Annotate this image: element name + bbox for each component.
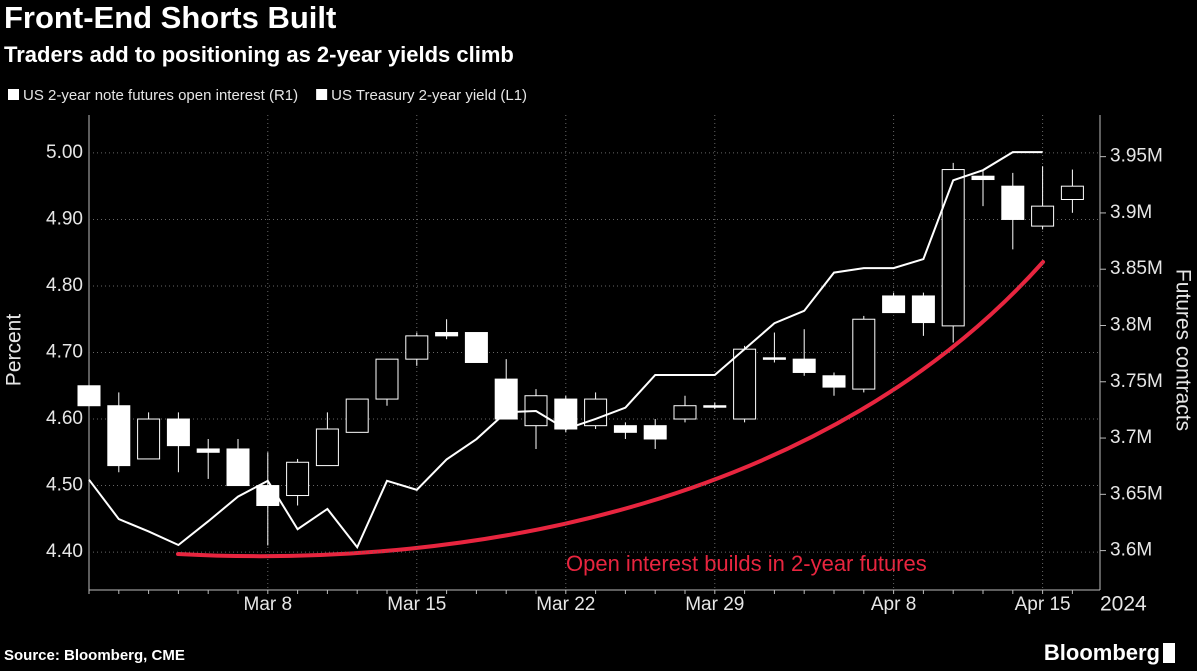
- y-tick-label: 4.70: [46, 342, 83, 363]
- candle-body: [643, 425, 667, 440]
- brand-icon: [1163, 643, 1175, 663]
- y2-tick-label: 3.75M: [1110, 371, 1163, 392]
- x-tick-label: Mar 8: [244, 594, 293, 615]
- candle-body: [613, 425, 637, 433]
- candle-body: [77, 385, 101, 407]
- legend-label: US Treasury 2-year yield (L1): [331, 87, 527, 104]
- x-tick-label: Apr 8: [871, 594, 916, 615]
- annotation: Open interest builds in 2-year futures: [566, 551, 927, 576]
- y-tick-label: 4.60: [46, 408, 83, 429]
- candle-body: [166, 418, 190, 447]
- y-tick-label: 4.80: [46, 275, 83, 296]
- y2-tick-label: 3.8M: [1110, 315, 1152, 336]
- x-tick-label: Mar 29: [685, 594, 744, 615]
- candle-body: [882, 295, 906, 314]
- candle-body: [345, 398, 369, 433]
- candle-body: [464, 332, 488, 363]
- chart-subtitle: Traders add to positioning as 2-year yie…: [4, 42, 514, 67]
- y2-tick-label: 3.6M: [1110, 540, 1152, 561]
- y2-tick-label: 3.95M: [1110, 146, 1163, 167]
- candle-body: [315, 428, 339, 467]
- candle-body: [494, 378, 518, 420]
- candle-body: [435, 332, 459, 337]
- y2-axis-label: Futures contracts: [1171, 269, 1194, 431]
- candle-body: [733, 348, 757, 420]
- y-tick-label: 5.00: [46, 142, 83, 163]
- x-tick-label: Apr 15: [1015, 594, 1071, 615]
- candle-body: [405, 335, 429, 360]
- candle-body: [107, 405, 131, 467]
- y-tick-label: 4.40: [46, 541, 83, 562]
- candle-body: [1001, 185, 1025, 220]
- candle-body: [911, 295, 935, 324]
- chart-title: Front-End Shorts Built: [4, 0, 336, 35]
- annotation-curve: [176, 260, 1045, 559]
- x-tick-label: Mar 22: [536, 594, 595, 615]
- y-axis-label: Percent: [3, 314, 26, 387]
- x-axis-label: 2024: [1100, 593, 1147, 616]
- y2-tick-label: 3.7M: [1110, 427, 1152, 448]
- candle-body: [762, 357, 786, 360]
- legend-swatch: [8, 89, 19, 100]
- candle-body: [196, 448, 220, 453]
- candle-body: [375, 358, 399, 400]
- candle-body: [941, 169, 965, 327]
- candle-body: [971, 175, 995, 181]
- legend-label: US 2-year note futures open interest (R1…: [23, 87, 298, 104]
- y-tick-label: 4.90: [46, 208, 83, 229]
- candle-body: [703, 405, 727, 408]
- candle-body: [792, 358, 816, 373]
- candle-body: [1031, 205, 1055, 227]
- y2-tick-label: 3.9M: [1110, 202, 1152, 223]
- legend-swatch: [316, 89, 328, 100]
- candle-body: [137, 418, 161, 460]
- candle-body: [852, 318, 876, 390]
- candle-body: [673, 405, 697, 420]
- source: Source: Bloomberg, CME: [4, 647, 185, 664]
- y-tick-label: 4.50: [46, 475, 83, 496]
- candle-body: [226, 448, 250, 487]
- candle-body: [584, 398, 608, 427]
- candle-body: [1060, 185, 1084, 200]
- x-tick-label: Mar 15: [387, 594, 446, 615]
- candle-body: [256, 485, 280, 507]
- line: [88, 151, 1043, 550]
- y2-tick-label: 3.65M: [1110, 483, 1163, 504]
- candle-body: [822, 375, 846, 388]
- brand: Bloomberg: [1044, 640, 1160, 665]
- candle-body: [286, 461, 310, 497]
- y2-tick-label: 3.85M: [1110, 258, 1163, 279]
